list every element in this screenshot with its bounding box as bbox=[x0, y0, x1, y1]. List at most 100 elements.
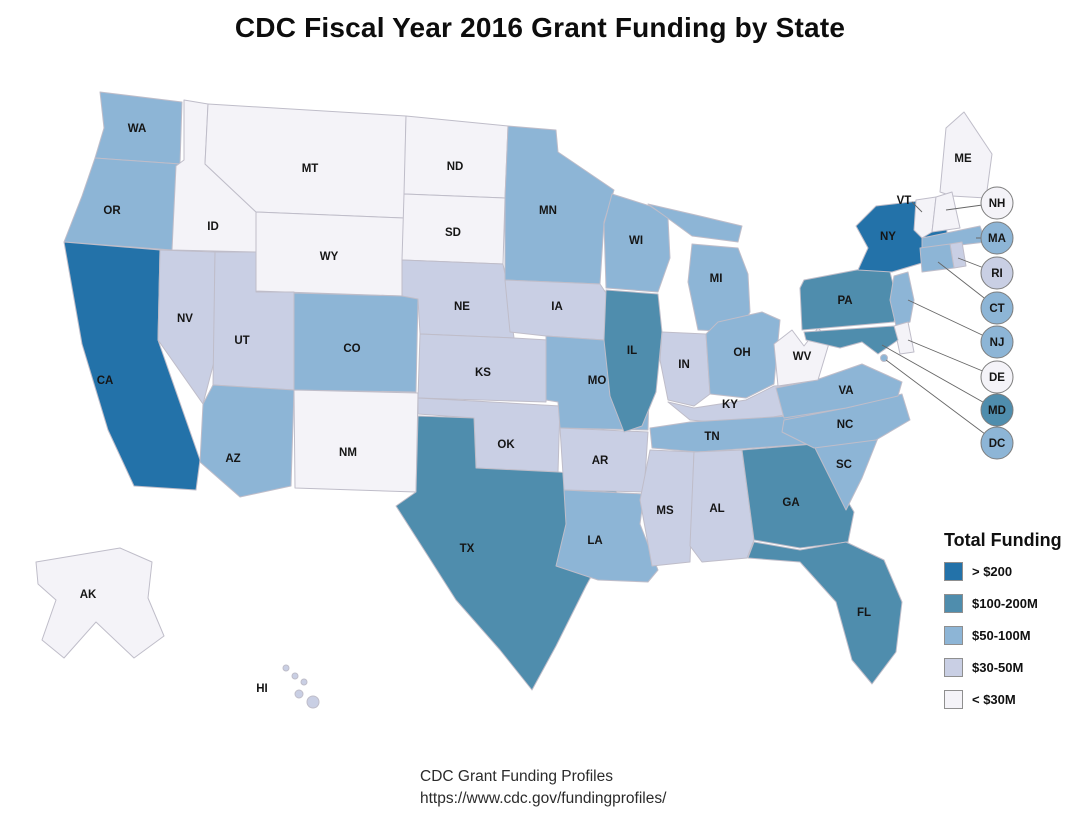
state-label-in: IN bbox=[678, 359, 690, 371]
source-url: https://www.cdc.gov/fundingprofiles/ bbox=[420, 790, 667, 808]
legend-item: > $200 bbox=[944, 562, 1062, 581]
state-or bbox=[63, 157, 181, 251]
state-label-al: AL bbox=[709, 503, 724, 515]
state-label-pa: PA bbox=[837, 295, 852, 307]
state-label-fl: FL bbox=[857, 607, 871, 619]
state-label-wv: WV bbox=[793, 351, 812, 363]
state-label-la: LA bbox=[587, 535, 602, 547]
state-label-me: ME bbox=[954, 153, 972, 165]
state-circle-de bbox=[980, 360, 1014, 394]
state-il bbox=[603, 289, 663, 433]
legend-title: Total Funding bbox=[944, 530, 1062, 550]
legend-item: $30-50M bbox=[944, 658, 1062, 677]
state-label-nv: NV bbox=[177, 313, 193, 325]
legend-label: > $200 bbox=[972, 564, 1013, 579]
state-ak bbox=[35, 547, 165, 659]
state-nm bbox=[293, 389, 419, 493]
state-label-or: OR bbox=[103, 205, 121, 217]
state-label-mt: MT bbox=[302, 163, 319, 175]
legend-swatch bbox=[944, 562, 963, 581]
state-label-ca: CA bbox=[97, 375, 114, 387]
state-hi-island-4 bbox=[306, 695, 320, 709]
state-nv bbox=[157, 249, 216, 405]
state-label-ut: UT bbox=[234, 335, 249, 347]
state-label-nd: ND bbox=[447, 161, 464, 173]
state-co bbox=[293, 292, 419, 393]
state-hi-island-2 bbox=[300, 678, 308, 686]
state-vt bbox=[913, 196, 937, 239]
state-label-tn: TN bbox=[704, 431, 719, 443]
state-label-dc: DC bbox=[989, 438, 1006, 450]
state-label-sd: SD bbox=[445, 227, 461, 239]
state-label-ga: GA bbox=[782, 497, 799, 509]
state-label-ok: OK bbox=[497, 439, 515, 451]
state-md bbox=[803, 325, 899, 355]
state-label-nc: NC bbox=[837, 419, 854, 431]
state-label-ri: RI bbox=[991, 268, 1003, 280]
state-fl bbox=[747, 541, 903, 685]
state-circle-nh bbox=[980, 186, 1014, 220]
state-label-mo: MO bbox=[588, 375, 607, 387]
state-circle-ct bbox=[980, 291, 1014, 325]
leader-line-md bbox=[881, 344, 998, 411]
state-label-de: DE bbox=[989, 372, 1005, 384]
state-label-va: VA bbox=[838, 385, 853, 397]
state-label-nh: NH bbox=[989, 198, 1006, 210]
legend-label: $50-100M bbox=[972, 628, 1031, 643]
state-label-ny: NY bbox=[880, 231, 896, 243]
legend-label: $100-200M bbox=[972, 596, 1038, 611]
state-label-wi: WI bbox=[629, 235, 643, 247]
legend-swatch bbox=[944, 594, 963, 613]
legend-label: < $30M bbox=[972, 692, 1016, 707]
state-label-ms: MS bbox=[656, 505, 674, 517]
leader-line-vt bbox=[911, 201, 923, 213]
state-label-il: IL bbox=[627, 345, 637, 357]
state-label-ky: KY bbox=[722, 399, 738, 411]
state-label-ks: KS bbox=[475, 367, 491, 379]
state-ct bbox=[919, 243, 955, 273]
state-hi-island-0 bbox=[282, 664, 290, 672]
state-circle-nj bbox=[980, 325, 1014, 359]
state-hi-island-3 bbox=[294, 689, 304, 699]
state-label-ct: CT bbox=[989, 303, 1004, 315]
state-label-oh: OH bbox=[733, 347, 750, 359]
state-mn bbox=[504, 125, 615, 285]
state-va bbox=[775, 363, 903, 419]
state-label-vt: VT bbox=[897, 195, 912, 207]
state-label-tx: TX bbox=[460, 543, 475, 555]
state-de bbox=[893, 321, 915, 355]
state-hi-island-1 bbox=[291, 672, 299, 680]
source-line: CDC Grant Funding Profiles bbox=[420, 768, 613, 785]
state-label-nm: NM bbox=[339, 447, 357, 459]
state-label-co: CO bbox=[343, 343, 360, 355]
state-label-ne: NE bbox=[454, 301, 470, 313]
state-az bbox=[199, 384, 295, 498]
legend-item: < $30M bbox=[944, 690, 1062, 709]
legend-swatch bbox=[944, 626, 963, 645]
state-label-ar: AR bbox=[592, 455, 609, 467]
legend-item: $50-100M bbox=[944, 626, 1062, 645]
legend: Total Funding > $200 $100-200M $50-100M $30… bbox=[944, 530, 1062, 722]
state-circle-md bbox=[980, 393, 1014, 427]
source-note: CDC Grant Funding Profiles https://www.c… bbox=[420, 766, 666, 811]
leader-line-dc bbox=[885, 359, 998, 444]
state-circle-ma bbox=[980, 221, 1014, 255]
state-label-mi: MI bbox=[710, 273, 723, 285]
state-label-nj: NJ bbox=[990, 337, 1005, 349]
state-nh bbox=[931, 191, 961, 233]
state-circle-ri bbox=[980, 256, 1014, 290]
state-ne bbox=[401, 259, 515, 339]
state-nd bbox=[403, 115, 509, 199]
state-nj bbox=[889, 271, 915, 327]
legend-item: $100-200M bbox=[944, 594, 1062, 613]
legend-items: > $200 $100-200M $50-100M $30-50M < $30M bbox=[944, 562, 1062, 709]
state-label-az: AZ bbox=[225, 453, 240, 465]
state-label-ma: MA bbox=[988, 233, 1006, 245]
state-mi-upper bbox=[647, 203, 743, 243]
state-label-hi: HI bbox=[256, 683, 268, 695]
legend-label: $30-50M bbox=[972, 660, 1024, 675]
state-label-sc: SC bbox=[836, 459, 852, 471]
state-label-id: ID bbox=[207, 221, 219, 233]
